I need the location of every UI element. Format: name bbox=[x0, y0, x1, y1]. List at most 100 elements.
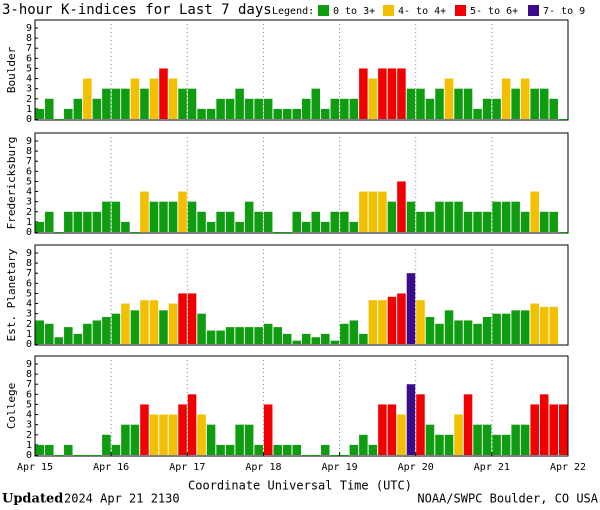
bar bbox=[482, 317, 492, 344]
bar bbox=[406, 273, 416, 344]
x-tick-label: Apr 16 bbox=[93, 462, 129, 473]
bar bbox=[73, 333, 83, 344]
bar bbox=[378, 404, 387, 455]
y-tick-label: 4 bbox=[26, 410, 32, 421]
bar bbox=[330, 455, 340, 456]
bar bbox=[397, 293, 406, 344]
bar bbox=[140, 404, 149, 455]
bar bbox=[530, 88, 539, 119]
bar bbox=[235, 88, 244, 119]
bar bbox=[444, 434, 454, 455]
bar bbox=[45, 444, 54, 455]
bar bbox=[473, 424, 482, 455]
bar bbox=[530, 404, 539, 455]
y-tick-label: 7 bbox=[26, 268, 32, 279]
bar bbox=[321, 333, 330, 344]
bar bbox=[435, 88, 444, 119]
bar bbox=[235, 221, 244, 232]
bar bbox=[263, 98, 273, 119]
bar bbox=[73, 211, 83, 232]
bar bbox=[168, 303, 178, 344]
bar bbox=[73, 98, 83, 119]
bar bbox=[387, 404, 397, 455]
x-tick-label: Apr 17 bbox=[169, 462, 205, 473]
bar bbox=[330, 340, 340, 344]
bar bbox=[111, 444, 121, 455]
bar bbox=[368, 191, 378, 232]
bar bbox=[187, 201, 197, 232]
bar bbox=[368, 300, 378, 344]
bar bbox=[282, 444, 292, 455]
bar bbox=[359, 191, 368, 232]
y-tick-label: 0 bbox=[26, 450, 32, 461]
bar bbox=[359, 434, 368, 455]
bar bbox=[321, 221, 330, 232]
bar bbox=[520, 211, 530, 232]
bar bbox=[520, 78, 530, 119]
bar bbox=[64, 327, 73, 344]
bar bbox=[282, 333, 292, 344]
y-tick-label: 6 bbox=[26, 53, 32, 64]
x-tick-label: Apr 15 bbox=[17, 462, 53, 473]
bar bbox=[292, 340, 301, 344]
bar bbox=[435, 201, 444, 232]
bar bbox=[530, 303, 539, 344]
y-tick-label: 3 bbox=[26, 197, 32, 208]
bar bbox=[45, 323, 54, 344]
bar bbox=[83, 323, 92, 344]
bar bbox=[482, 211, 492, 232]
bar bbox=[302, 333, 311, 344]
bar bbox=[454, 414, 463, 455]
bar bbox=[359, 333, 368, 344]
x-tick-label: Apr 18 bbox=[245, 462, 281, 473]
x-tick-label: Apr 20 bbox=[398, 462, 434, 473]
bar bbox=[349, 98, 359, 119]
bar bbox=[416, 300, 425, 344]
bar bbox=[111, 313, 121, 344]
y-tick-label: 2 bbox=[26, 94, 32, 105]
bar bbox=[406, 201, 416, 232]
bar bbox=[130, 232, 140, 233]
y-axis-label: Est. Planetary bbox=[5, 248, 18, 341]
bar bbox=[216, 330, 225, 344]
bar bbox=[444, 310, 454, 344]
bar bbox=[168, 201, 178, 232]
bar bbox=[463, 320, 473, 344]
bar bbox=[397, 68, 406, 119]
bar bbox=[254, 98, 263, 119]
bar bbox=[425, 98, 435, 119]
y-tick-label: 8 bbox=[26, 146, 32, 157]
bar bbox=[311, 211, 321, 232]
bar bbox=[225, 211, 235, 232]
bar bbox=[73, 455, 83, 456]
bar bbox=[102, 88, 111, 119]
bar bbox=[187, 88, 197, 119]
bar bbox=[425, 211, 435, 232]
bar bbox=[530, 191, 539, 232]
bar bbox=[187, 394, 197, 455]
bar bbox=[397, 181, 406, 232]
bar bbox=[225, 327, 235, 344]
bar bbox=[444, 201, 454, 232]
y-tick-label: 9 bbox=[26, 136, 32, 147]
bar bbox=[83, 78, 92, 119]
y-tick-label: 7 bbox=[26, 43, 32, 54]
bar bbox=[473, 211, 482, 232]
bar bbox=[83, 211, 92, 232]
bar bbox=[64, 108, 73, 119]
bar bbox=[149, 78, 159, 119]
bar bbox=[45, 98, 54, 119]
bar bbox=[235, 327, 244, 344]
legend-swatch bbox=[383, 5, 394, 16]
bar bbox=[92, 320, 102, 344]
bar bbox=[168, 414, 178, 455]
bar bbox=[206, 330, 216, 344]
bar bbox=[159, 310, 168, 344]
bar bbox=[473, 108, 482, 119]
source: NOAA/SWPC Boulder, CO USA bbox=[417, 492, 598, 506]
bar bbox=[254, 444, 263, 455]
legend-swatch bbox=[528, 5, 539, 16]
plot-frame bbox=[34, 355, 569, 457]
bar bbox=[149, 300, 159, 344]
bar bbox=[435, 323, 444, 344]
